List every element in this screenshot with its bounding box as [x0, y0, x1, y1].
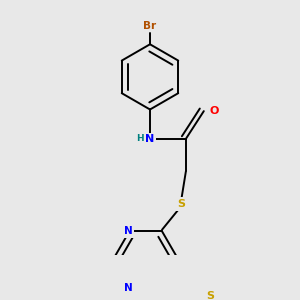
Text: N: N [124, 226, 132, 236]
Text: S: S [177, 199, 185, 209]
Text: N: N [124, 283, 132, 293]
Text: S: S [206, 291, 214, 300]
Text: O: O [209, 106, 218, 116]
Text: Br: Br [143, 21, 157, 31]
Text: N: N [146, 134, 154, 144]
Text: H: H [136, 134, 143, 143]
